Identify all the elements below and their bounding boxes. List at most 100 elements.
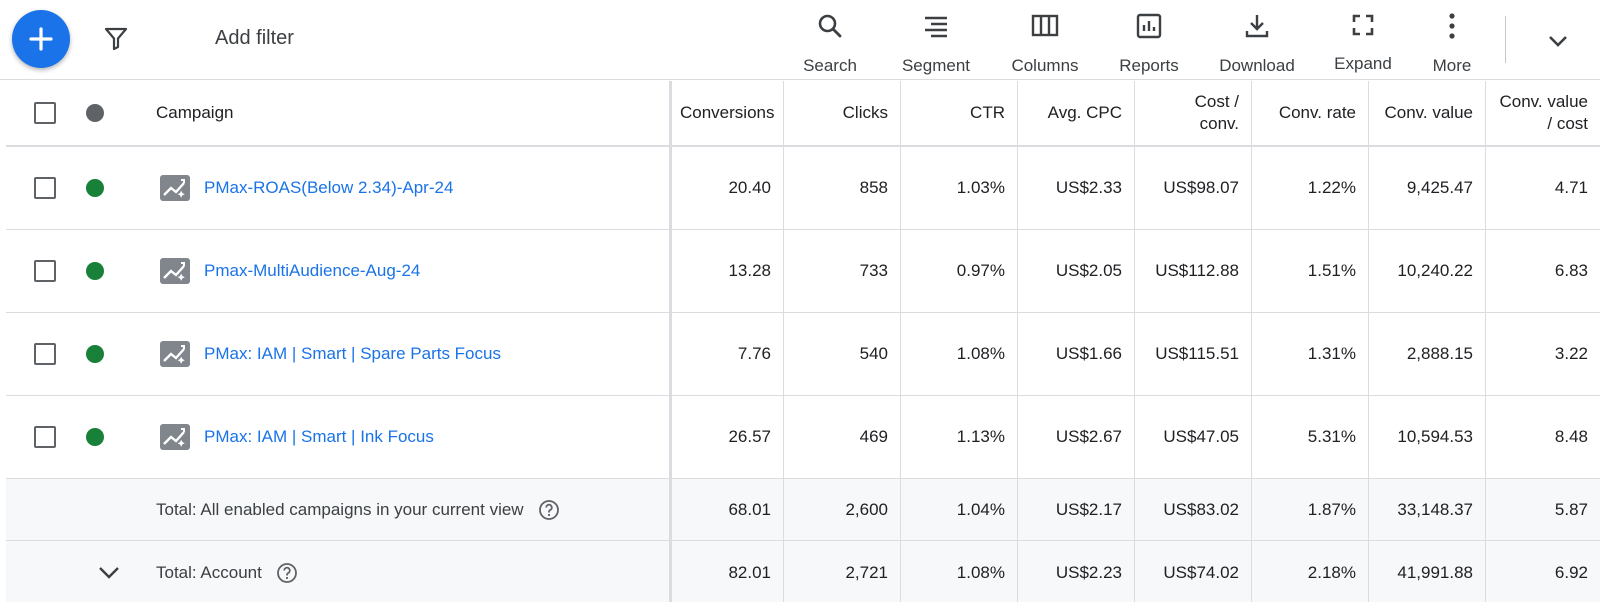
campaign-link[interactable]: PMax: IAM | Smart | Spare Parts Focus — [204, 344, 501, 363]
help-icon[interactable] — [538, 499, 560, 521]
more-button[interactable]: More — [1402, 8, 1502, 75]
cell-conv-value-per-cost: 3.22 — [1485, 313, 1600, 395]
cell-conv-rate: 2.18% — [1251, 541, 1368, 602]
help-icon[interactable] — [276, 562, 298, 584]
status-enabled-icon[interactable] — [86, 179, 104, 197]
header-conv-value[interactable]: Conv. value — [1368, 81, 1485, 145]
header-conv-rate[interactable]: Conv. rate — [1251, 81, 1368, 145]
status-enabled-icon[interactable] — [86, 345, 104, 363]
table-row: PMax: IAM | Smart | Ink Focus 26.57 469 … — [6, 396, 1600, 479]
cell-cost-per-conv: US$98.07 — [1134, 147, 1251, 229]
cell-ctr: 1.03% — [900, 147, 1017, 229]
create-button[interactable] — [12, 10, 70, 68]
status-enabled-icon[interactable] — [86, 262, 104, 280]
more-label: More — [1432, 56, 1472, 75]
total-row-account: Total: Account 82.01 2,721 1.08% US$2.23… — [6, 541, 1600, 602]
columns-label: Columns — [1011, 56, 1079, 75]
cell-avg-cpc: US$2.23 — [1017, 541, 1134, 602]
header-clicks[interactable]: Clicks — [783, 81, 900, 145]
cell-avg-cpc: US$1.66 — [1017, 313, 1134, 395]
cell-conv-rate: 5.31% — [1251, 396, 1368, 478]
cell-conversions: 26.57 — [669, 396, 783, 478]
add-filter-button[interactable]: Add filter — [215, 27, 294, 49]
search-button[interactable]: Search — [780, 8, 880, 75]
cell-conv-value-per-cost: 6.83 — [1485, 230, 1600, 312]
campaigns-table: Campaign Conversions Clicks CTR Avg. CPC… — [6, 81, 1600, 602]
cell-avg-cpc: US$2.67 — [1017, 396, 1134, 478]
header-conversions[interactable]: Conversions — [669, 81, 783, 145]
performance-max-icon — [160, 258, 190, 284]
download-button[interactable]: Download — [1207, 8, 1307, 75]
cell-clicks: 733 — [783, 230, 900, 312]
cell-conv-rate: 1.51% — [1251, 230, 1368, 312]
cell-conversions: 7.76 — [669, 313, 783, 395]
cell-conv-value-per-cost: 4.71 — [1485, 147, 1600, 229]
chevron-down-icon[interactable] — [1543, 26, 1573, 56]
cell-conv-value-per-cost: 5.87 — [1485, 479, 1600, 540]
select-all-checkbox[interactable] — [34, 102, 56, 124]
cell-conv-value-per-cost: 6.92 — [1485, 541, 1600, 602]
search-icon — [815, 12, 845, 40]
cell-avg-cpc: US$2.05 — [1017, 230, 1134, 312]
campaign-link[interactable]: PMax-ROAS(Below 2.34)-Apr-24 — [204, 178, 454, 197]
cell-cost-per-conv: US$47.05 — [1134, 396, 1251, 478]
filter-icon[interactable] — [102, 24, 130, 52]
segment-label: Segment — [901, 56, 971, 75]
cell-conv-value: 2,888.15 — [1368, 313, 1485, 395]
cell-conv-rate: 1.87% — [1251, 479, 1368, 540]
cell-clicks: 2,721 — [783, 541, 900, 602]
chevron-down-icon[interactable] — [94, 559, 124, 587]
row-checkbox[interactable] — [34, 177, 56, 199]
cell-ctr: 1.13% — [900, 396, 1017, 478]
expand-icon — [1348, 12, 1378, 38]
cell-cost-per-conv: US$83.02 — [1134, 479, 1251, 540]
row-checkbox[interactable] — [34, 343, 56, 365]
header-cost-per-conv[interactable]: Cost / conv. — [1134, 81, 1251, 145]
header-avg-cpc[interactable]: Avg. CPC — [1017, 81, 1134, 145]
expand-label: Expand — [1334, 54, 1392, 73]
cell-ctr: 1.08% — [900, 313, 1017, 395]
table-row: PMax-ROAS(Below 2.34)-Apr-24 20.40 858 1… — [6, 147, 1600, 230]
campaign-link[interactable]: PMax: IAM | Smart | Ink Focus — [204, 427, 434, 446]
cell-conv-rate: 1.31% — [1251, 313, 1368, 395]
cell-cost-per-conv: US$112.88 — [1134, 230, 1251, 312]
columns-button[interactable]: Columns — [995, 8, 1095, 75]
table-row: Pmax-MultiAudience-Aug-24 13.28 733 0.97… — [6, 230, 1600, 313]
cell-conversions: 68.01 — [669, 479, 783, 540]
total-label: Total: Account — [156, 563, 262, 582]
cell-cost-per-conv: US$74.02 — [1134, 541, 1251, 602]
segment-button[interactable]: Segment — [886, 8, 986, 75]
cell-ctr: 1.04% — [900, 479, 1017, 540]
cell-conv-value: 33,148.37 — [1368, 479, 1485, 540]
performance-max-icon — [160, 424, 190, 450]
cell-conv-value: 41,991.88 — [1368, 541, 1485, 602]
cell-conv-rate: 1.22% — [1251, 147, 1368, 229]
cell-conversions: 20.40 — [669, 147, 783, 229]
cell-ctr: 1.08% — [900, 541, 1017, 602]
status-enabled-icon[interactable] — [86, 428, 104, 446]
cell-conversions: 82.01 — [669, 541, 783, 602]
header-conv-value-per-cost[interactable]: Conv. value / cost — [1485, 81, 1600, 145]
row-checkbox[interactable] — [34, 260, 56, 282]
cell-avg-cpc: US$2.33 — [1017, 147, 1134, 229]
cell-conv-value: 9,425.47 — [1368, 147, 1485, 229]
total-label: Total: All enabled campaigns in your cur… — [156, 499, 524, 519]
expand-button[interactable]: Expand — [1313, 8, 1413, 74]
status-header-icon[interactable] — [86, 104, 104, 122]
search-label: Search — [803, 56, 857, 75]
header-ctr[interactable]: CTR — [900, 81, 1017, 145]
performance-max-icon — [160, 341, 190, 367]
reports-label: Reports — [1119, 56, 1179, 75]
reports-button[interactable]: Reports — [1099, 8, 1199, 75]
campaign-link[interactable]: Pmax-MultiAudience-Aug-24 — [204, 261, 421, 280]
cell-conv-value: 10,594.53 — [1368, 396, 1485, 478]
row-checkbox[interactable] — [34, 426, 56, 448]
header-campaign[interactable]: Campaign — [156, 103, 234, 122]
cell-clicks: 858 — [783, 147, 900, 229]
performance-max-icon — [160, 175, 190, 201]
table-row: PMax: IAM | Smart | Spare Parts Focus 7.… — [6, 313, 1600, 396]
table-header-row: Campaign Conversions Clicks CTR Avg. CPC… — [6, 81, 1600, 147]
cell-clicks: 469 — [783, 396, 900, 478]
cell-conversions: 13.28 — [669, 230, 783, 312]
plus-icon — [29, 27, 53, 51]
